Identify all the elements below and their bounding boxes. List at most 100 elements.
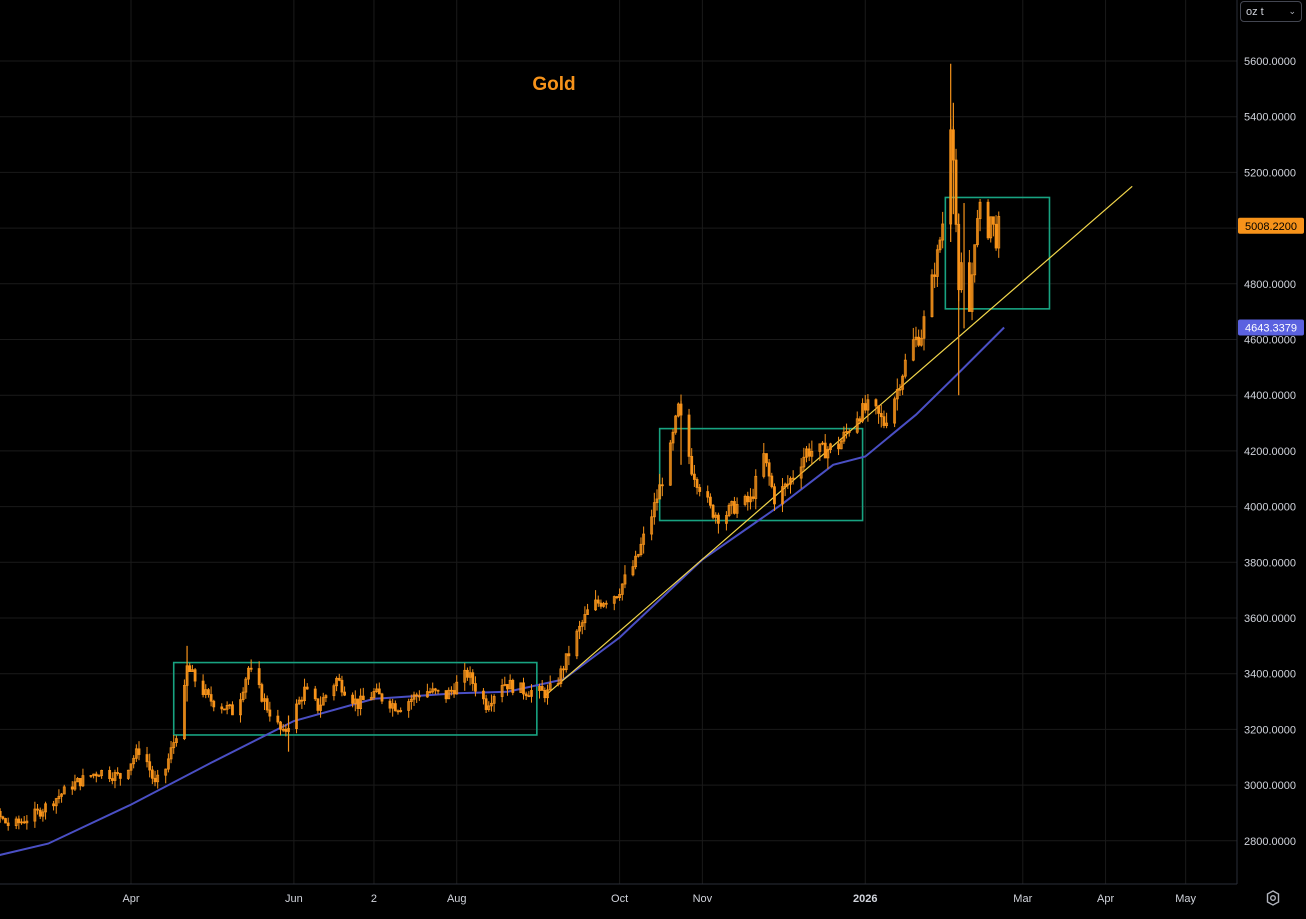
candle-body bbox=[78, 778, 82, 787]
candle-body bbox=[506, 684, 509, 690]
y-tick-label: 4000.0000 bbox=[1244, 502, 1296, 514]
candle-body bbox=[885, 422, 889, 426]
candle-body bbox=[482, 690, 485, 700]
candle-body bbox=[92, 773, 96, 776]
candle-body bbox=[708, 496, 712, 506]
candle-body bbox=[660, 484, 664, 487]
candle-body bbox=[530, 690, 533, 697]
candle-body bbox=[725, 515, 728, 524]
candle-body bbox=[100, 769, 104, 776]
candle-body bbox=[73, 781, 77, 790]
candle-body bbox=[399, 710, 403, 713]
candle-body bbox=[409, 698, 413, 702]
candle-body bbox=[110, 778, 114, 781]
candle-body bbox=[975, 218, 979, 246]
candle-body bbox=[474, 683, 477, 692]
candle-body bbox=[225, 705, 229, 710]
candle-body bbox=[407, 701, 411, 711]
candle-body bbox=[14, 818, 18, 827]
candle-body bbox=[201, 680, 205, 695]
candle-body bbox=[209, 694, 213, 702]
candle-body bbox=[746, 495, 750, 503]
candle-body bbox=[895, 388, 899, 400]
candle-body bbox=[468, 672, 472, 678]
candle-body bbox=[490, 702, 493, 707]
candle-body bbox=[954, 159, 958, 225]
candle-body bbox=[316, 698, 320, 711]
candle-body bbox=[767, 462, 771, 477]
candle-body bbox=[938, 239, 942, 251]
candle-body bbox=[52, 803, 55, 807]
candle-body bbox=[276, 715, 280, 723]
candle-body bbox=[967, 262, 971, 312]
candle-body bbox=[174, 738, 178, 744]
candle-body bbox=[193, 669, 197, 682]
candle-body bbox=[997, 216, 1001, 249]
candle-body bbox=[858, 418, 862, 422]
candle-body bbox=[994, 223, 998, 249]
candle-body bbox=[837, 443, 840, 450]
candle-body bbox=[717, 514, 720, 524]
y-tick-label: 4400.0000 bbox=[1244, 390, 1296, 402]
candle-body bbox=[500, 685, 504, 697]
candle-body bbox=[145, 754, 149, 763]
candle-body bbox=[81, 775, 85, 787]
price-axis[interactable]: 2800.0000 3000.0000 3200.0000 3400.0000 3600… bbox=[1244, 56, 1296, 848]
unit-dropdown[interactable]: oz t ⌄ bbox=[1240, 1, 1302, 22]
y-tick-label: 2800.0000 bbox=[1244, 836, 1296, 848]
candle-body bbox=[228, 704, 232, 707]
candle-body bbox=[970, 274, 974, 312]
candle-body bbox=[36, 808, 39, 811]
candle-body bbox=[989, 216, 993, 239]
candle-body bbox=[564, 653, 568, 671]
candle-body bbox=[543, 690, 547, 699]
gear-icon[interactable] bbox=[1264, 889, 1282, 907]
candle-body bbox=[484, 698, 488, 710]
candle-body bbox=[519, 682, 523, 693]
candle-body bbox=[295, 703, 298, 729]
candle-body bbox=[393, 703, 397, 712]
candle-body bbox=[223, 708, 226, 711]
candle-body bbox=[137, 748, 141, 755]
candle-body bbox=[599, 602, 603, 607]
candle-body bbox=[425, 691, 429, 698]
candle-body bbox=[487, 705, 491, 710]
y-tick-label: 4600.0000 bbox=[1244, 335, 1296, 347]
candle-body bbox=[396, 710, 400, 713]
candle-body bbox=[917, 336, 921, 346]
candle-body bbox=[431, 688, 435, 693]
candle-body bbox=[391, 703, 395, 709]
candle-body bbox=[444, 690, 448, 700]
candle-body bbox=[695, 479, 699, 488]
candle-body bbox=[706, 491, 710, 498]
candle-body bbox=[727, 504, 731, 516]
candles bbox=[0, 63, 1001, 831]
x-tick-label: Jun bbox=[285, 893, 303, 905]
candle-body bbox=[6, 822, 10, 827]
candle-body bbox=[417, 695, 421, 698]
candle-body bbox=[751, 496, 755, 499]
y-tick-label: 5200.0000 bbox=[1244, 167, 1296, 179]
candle-body bbox=[930, 274, 934, 318]
candle-body bbox=[978, 201, 982, 220]
candle-body bbox=[615, 596, 619, 599]
candle-body bbox=[655, 498, 659, 504]
candle-body bbox=[620, 583, 624, 595]
candle-body bbox=[305, 686, 309, 690]
candle-body bbox=[821, 442, 824, 445]
candle-body bbox=[303, 686, 306, 702]
candle-body bbox=[754, 475, 758, 499]
candle-body bbox=[340, 679, 344, 693]
candle-body bbox=[612, 596, 616, 604]
candle-body bbox=[861, 403, 864, 422]
price-badges: 5008.2200 4643.3379 bbox=[1238, 217, 1304, 336]
x-tick-label: Oct bbox=[611, 893, 628, 905]
candle-body bbox=[1, 816, 5, 819]
candle-body bbox=[412, 694, 416, 700]
time-axis[interactable]: Apr Jun 2 Aug Oct Nov 2026 Mar Apr May bbox=[122, 893, 1196, 905]
candle-body bbox=[150, 769, 154, 779]
candle-body bbox=[54, 798, 58, 807]
candle-body bbox=[4, 818, 7, 824]
